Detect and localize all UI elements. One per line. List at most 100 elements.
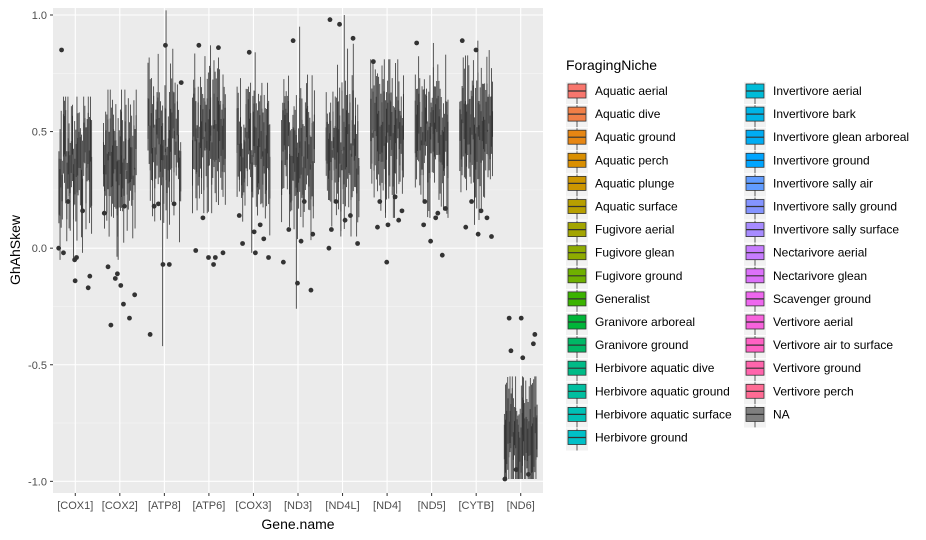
box-body <box>78 131 80 168</box>
x-tick-label: [ND4L] <box>325 500 359 512</box>
box-body <box>87 112 89 165</box>
box-body <box>383 91 385 146</box>
box-body <box>58 158 60 215</box>
box-body <box>393 125 395 174</box>
outlier-point <box>327 17 333 23</box>
outlier-point <box>72 257 78 263</box>
outlier-point <box>114 271 120 277</box>
outlier-point <box>478 208 484 214</box>
box-body <box>402 94 404 140</box>
outlier-point <box>396 217 402 223</box>
box-body <box>260 130 262 159</box>
legend-item: Herbivore ground <box>566 428 688 451</box>
box-body <box>108 151 110 197</box>
box-body <box>373 130 375 171</box>
box-body <box>88 150 90 182</box>
box-body <box>284 114 286 150</box>
legend-item: NA <box>744 405 790 428</box>
legend-item: Aquatic surface <box>566 197 678 220</box>
box-body <box>507 398 509 444</box>
outlier-point <box>350 35 356 41</box>
box-body <box>166 155 168 194</box>
box-body <box>149 125 151 171</box>
legend-label: Vertivore perch <box>773 384 854 398</box>
x-tick-label: [ATP8] <box>148 500 181 512</box>
box-body <box>515 407 517 449</box>
box-body <box>269 156 271 199</box>
box-body <box>216 97 218 132</box>
box-body <box>236 108 238 153</box>
legend-label: Vertivore ground <box>773 361 861 375</box>
box-body <box>170 108 172 152</box>
box-body <box>82 178 84 213</box>
box-body <box>207 119 209 167</box>
box-body <box>62 114 64 157</box>
box-body <box>194 87 196 142</box>
outlier-point <box>337 21 342 27</box>
box-body <box>325 127 327 161</box>
box-body <box>475 133 477 170</box>
box-body <box>161 125 163 161</box>
box-body <box>122 162 124 189</box>
box-body <box>300 127 302 175</box>
box-body <box>343 146 345 185</box>
box-body <box>113 129 115 174</box>
box-body <box>196 139 198 173</box>
box-body <box>326 121 328 164</box>
box-body <box>350 153 352 201</box>
box-body <box>466 111 468 167</box>
gene-boxplots <box>414 40 449 258</box>
box-body <box>131 147 133 180</box>
box-body <box>262 151 264 185</box>
box-body <box>264 148 266 194</box>
box-body <box>309 135 311 170</box>
outlier-point <box>121 203 127 209</box>
outlier-point <box>166 262 172 267</box>
box-body <box>59 168 61 216</box>
legend-item: Invertivore bark <box>744 105 857 128</box>
outlier-point <box>328 227 334 232</box>
box-body <box>445 100 447 141</box>
box-body <box>389 100 391 141</box>
outlier-point <box>112 276 118 281</box>
box-body <box>503 424 505 460</box>
legend-label: Fugivore aerial <box>595 223 674 237</box>
box-body <box>283 102 285 146</box>
box-body <box>437 95 439 143</box>
outlier-point <box>463 224 469 230</box>
box-body <box>479 104 481 141</box>
box-body <box>528 421 530 456</box>
legend-label: Vertivore aerial <box>773 315 853 329</box>
outlier-point <box>439 252 445 258</box>
legend-label: Nectarivore glean <box>773 269 867 283</box>
box-body <box>431 107 433 127</box>
legend-label: Invertivore glean arboreal <box>773 130 909 144</box>
legend-item: Invertivore sally air <box>744 174 873 197</box>
box-body <box>179 157 181 201</box>
outlier-point <box>160 262 166 267</box>
x-tick-label: [COX3] <box>235 500 271 512</box>
outlier-point <box>290 38 296 44</box>
box-body <box>535 417 537 460</box>
box-body <box>330 120 332 163</box>
box-body <box>483 116 484 150</box>
outlier-point <box>375 224 380 230</box>
box-body <box>152 147 153 182</box>
box-body <box>460 114 462 160</box>
outlier-point <box>280 259 286 265</box>
box-body <box>341 90 343 151</box>
outlier-point <box>475 231 481 237</box>
legend-label: Invertivore bark <box>773 107 857 121</box>
box-body <box>215 124 217 160</box>
box-body <box>307 105 309 159</box>
legend-item: Herbivore aquatic dive <box>566 359 715 382</box>
box-body <box>201 121 203 179</box>
box-body <box>371 132 373 164</box>
box-body <box>420 140 422 176</box>
y-tick-label: 1.0 <box>32 10 47 22</box>
box-body <box>70 141 72 173</box>
box-body <box>492 111 494 137</box>
box-body <box>208 109 210 151</box>
box-body <box>471 96 473 135</box>
